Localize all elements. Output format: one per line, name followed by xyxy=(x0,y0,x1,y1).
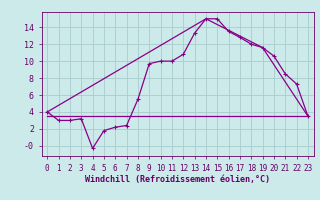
X-axis label: Windchill (Refroidissement éolien,°C): Windchill (Refroidissement éolien,°C) xyxy=(85,175,270,184)
